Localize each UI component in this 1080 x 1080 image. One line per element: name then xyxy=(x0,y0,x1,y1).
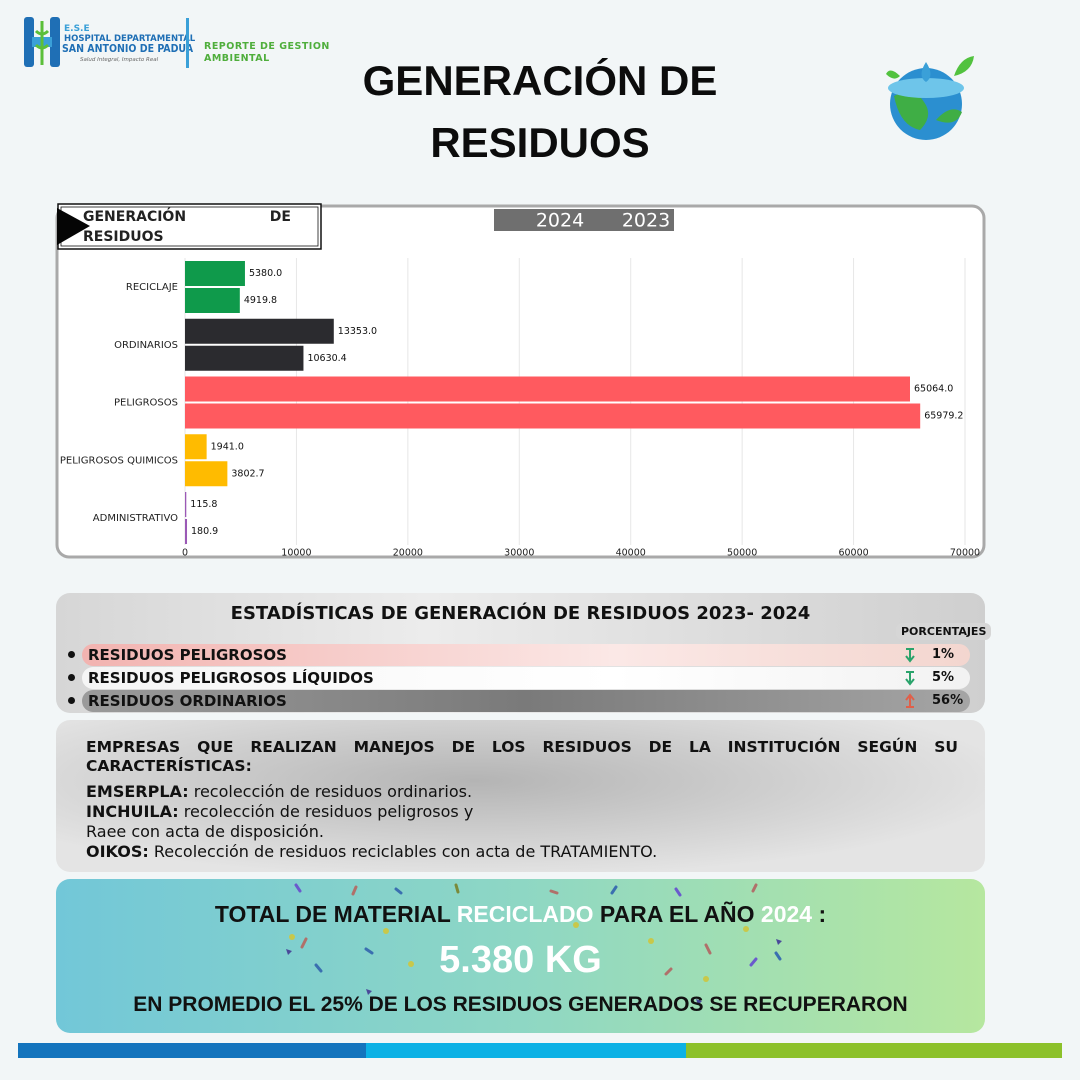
total-part: RECICLADO xyxy=(456,901,594,927)
company-text: recolección de residuos ordinarios. xyxy=(193,782,473,801)
stats-column-label: PORCENTAJES xyxy=(896,623,992,640)
y-tick-label: ORDINARIOS xyxy=(114,340,178,351)
company-name: EMSERPLA: xyxy=(86,782,189,801)
bar xyxy=(185,318,334,344)
bar xyxy=(185,434,207,460)
title-line: RESIDUOS xyxy=(430,119,650,166)
company-text: recolección de residuos peligrosos y xyxy=(183,802,474,821)
bar xyxy=(185,288,240,313)
trend-arrow xyxy=(905,648,915,663)
stats-row: RESIDUOS PELIGROSOS LÍQUIDOS 5% xyxy=(68,667,970,689)
legend-label: 2023 xyxy=(622,210,670,232)
company: INCHUILA: recolección de residuos peligr… xyxy=(86,802,657,842)
stats-label: RESIDUOS PELIGROSOS xyxy=(88,646,287,664)
chart-title: GENERACIÓN DE RESIDUOS xyxy=(83,209,291,245)
arrow-shape xyxy=(905,648,915,663)
stats-percent: 56% xyxy=(932,693,964,708)
bar xyxy=(185,461,228,487)
value-label: 10630.4 xyxy=(307,353,346,364)
companies-list: EMSERPLA: recolección de residuos ordina… xyxy=(86,782,657,862)
y-tick-label: ADMINISTRATIVO xyxy=(93,513,178,524)
bar xyxy=(185,403,921,429)
company-text: Recolección de residuos reciclables con … xyxy=(153,842,658,861)
total-part: 2024 xyxy=(760,901,813,927)
org-line1: HOSPITAL DEPARTAMENTAL xyxy=(64,34,196,44)
y-tick-label: PELIGROSOS QUIMICOS xyxy=(60,455,178,466)
companies-heading: EMPRESAS QUE REALIZAN MANEJOS DE LOS RES… xyxy=(86,738,958,775)
bullet xyxy=(68,651,75,658)
value-label: 13353.0 xyxy=(338,326,377,337)
arrow-shape xyxy=(905,693,915,708)
legend-box xyxy=(494,209,674,231)
company-name: OIKOS: xyxy=(86,842,149,861)
company: EMSERPLA: recolección de residuos ordina… xyxy=(86,782,657,802)
org-line2: SAN ANTONIO DE PADUA xyxy=(62,43,194,55)
total-part: : xyxy=(812,901,827,927)
footer-bar xyxy=(18,1043,366,1058)
total-part: TOTAL DE MATERIAL xyxy=(214,901,457,927)
x-tick-label: 20000 xyxy=(393,548,423,559)
x-tick-label: 50000 xyxy=(727,548,757,559)
bullet xyxy=(68,697,75,704)
bar xyxy=(185,261,245,286)
total-note: EN PROMEDIO EL 25% DE LOS RESIDUOS GENER… xyxy=(133,993,908,1016)
report-label: REPORTE DE GESTION AMBIENTAL xyxy=(204,41,330,64)
logo-icon xyxy=(24,17,60,67)
chart: 0 10000 20000 30000 40000 50000 60000 70000 2024… xyxy=(55,203,986,559)
total-part: PARA EL AÑO xyxy=(593,901,761,927)
stats-label: RESIDUOS ORDINARIOS xyxy=(88,692,287,710)
total-line: TOTAL DE MATERIAL RECICLADO PARA EL AÑO … xyxy=(56,901,985,928)
value-label: 5380.0 xyxy=(249,268,282,279)
x-tick-label: 10000 xyxy=(281,548,311,559)
bullet xyxy=(68,674,75,681)
stats-title: ESTADÍSTICAS DE GENERACIÓN DE RESIDUOS 2… xyxy=(230,603,811,624)
company: OIKOS: Recolección de residuos reciclabl… xyxy=(86,842,657,862)
value-label: 115.8 xyxy=(190,499,217,510)
y-tick-label: RECICLAJE xyxy=(126,282,178,293)
earth-icon xyxy=(886,56,974,140)
trend-arrow xyxy=(905,693,915,708)
title-line: GENERACIÓN DE xyxy=(362,57,718,104)
stats-row: RESIDUOS PELIGROSOS 1% xyxy=(68,644,970,666)
x-tick-label: 0 xyxy=(182,548,188,559)
x-tick-label: 60000 xyxy=(838,548,868,559)
org-short: E.S.E xyxy=(64,24,90,34)
chart-title-arrow xyxy=(57,208,90,245)
company-text: Raee con acta de disposición. xyxy=(86,822,324,841)
x-tick-label: 70000 xyxy=(950,548,980,559)
companies-panel: EMPRESAS QUE REALIZAN MANEJOS DE LOS RES… xyxy=(56,720,985,872)
value-label: 65064.0 xyxy=(914,384,953,395)
value-label: 4919.8 xyxy=(244,295,277,306)
arrow-shape xyxy=(905,671,915,686)
stats-percent: 1% xyxy=(932,647,955,662)
stats-panel: ESTADÍSTICAS DE GENERACIÓN DE RESIDUOS 2… xyxy=(56,593,992,713)
bar xyxy=(185,345,304,371)
total-amount: 5.380 KG xyxy=(439,939,602,981)
legend-label: 2024 xyxy=(536,210,584,232)
total-panel: TOTAL DE MATERIAL RECICLADO PARA EL AÑO … xyxy=(56,879,985,1033)
footer-bar xyxy=(366,1043,686,1058)
chart-title-box xyxy=(57,203,322,250)
value-label: 65979.2 xyxy=(924,411,963,422)
bar xyxy=(185,492,187,517)
x-tick-label: 30000 xyxy=(504,548,534,559)
value-label: 1941.0 xyxy=(211,441,244,452)
bar xyxy=(185,519,188,544)
stats-row: RESIDUOS ORDINARIOS 56% xyxy=(68,690,970,712)
value-label: 3802.7 xyxy=(231,468,264,479)
slogan: Salud Integral, Impacto Real xyxy=(80,57,159,63)
stats-percent: 5% xyxy=(932,670,955,685)
page-title: GENERACIÓN DE RESIDUOS xyxy=(300,50,780,174)
x-tick-label: 40000 xyxy=(616,548,646,559)
confetti xyxy=(286,883,782,1005)
bar xyxy=(185,376,910,402)
value-label: 180.9 xyxy=(191,526,218,537)
y-tick-label: PELIGROSOS xyxy=(114,398,178,409)
stats-label: RESIDUOS PELIGROSOS LÍQUIDOS xyxy=(88,669,374,687)
trend-arrow xyxy=(905,671,915,686)
footer-bar xyxy=(686,1043,1062,1058)
divider xyxy=(186,18,189,68)
company-name: INCHUILA: xyxy=(86,802,179,821)
